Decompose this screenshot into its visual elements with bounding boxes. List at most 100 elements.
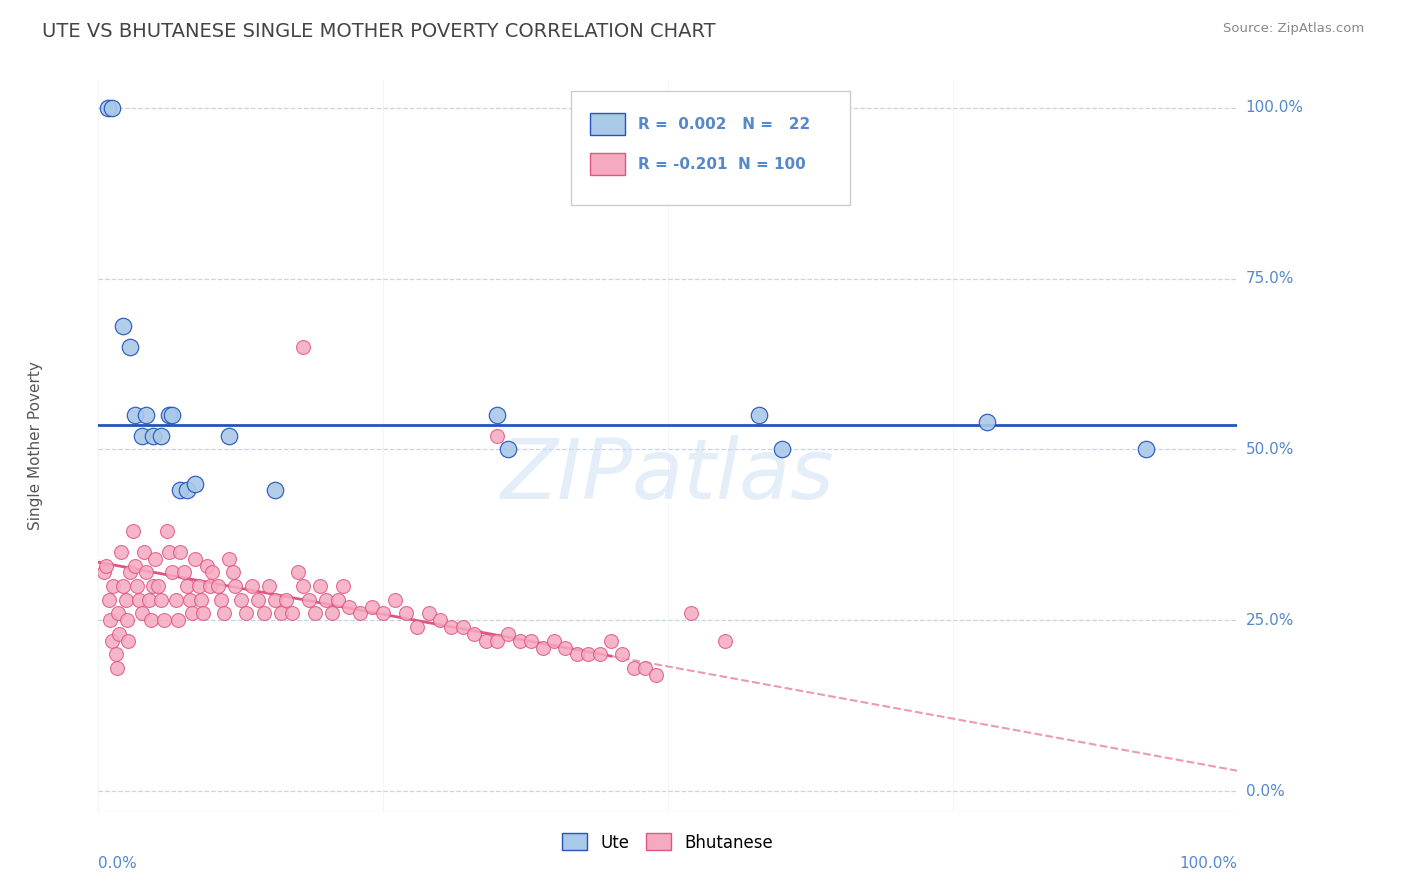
Point: [565, 648, 588, 662]
Point: [292, 340, 315, 354]
Point: [229, 592, 252, 607]
Point: [121, 524, 143, 539]
Point: [748, 409, 770, 423]
Point: [679, 607, 702, 621]
Point: [150, 429, 173, 443]
Point: [315, 592, 337, 607]
Text: 25.0%: 25.0%: [1246, 613, 1294, 628]
Point: [132, 545, 155, 559]
Point: [451, 620, 474, 634]
Point: [101, 633, 124, 648]
Point: [96, 101, 118, 115]
Point: [498, 627, 520, 641]
Point: [180, 607, 202, 621]
FancyBboxPatch shape: [591, 113, 624, 136]
Point: [169, 545, 191, 559]
Point: [612, 648, 634, 662]
Point: [360, 599, 382, 614]
Point: [287, 566, 309, 580]
Point: [543, 633, 565, 648]
Point: [103, 579, 125, 593]
Point: [309, 579, 332, 593]
Point: [520, 633, 543, 648]
Point: [142, 429, 165, 443]
Point: [198, 579, 221, 593]
Point: [179, 592, 201, 607]
Text: 0.0%: 0.0%: [98, 855, 138, 871]
Point: [124, 409, 146, 423]
Point: [486, 633, 509, 648]
Point: [224, 579, 246, 593]
Text: ZIPatlas: ZIPatlas: [501, 434, 835, 516]
Point: [187, 579, 209, 593]
Point: [195, 558, 218, 573]
Point: [108, 627, 131, 641]
Text: 100.0%: 100.0%: [1246, 100, 1303, 115]
Point: [97, 592, 120, 607]
Point: [429, 613, 451, 627]
Point: [235, 607, 257, 621]
Point: [145, 551, 167, 566]
Text: Single Mother Poverty: Single Mother Poverty: [28, 361, 44, 531]
Point: [634, 661, 657, 675]
Point: [240, 579, 263, 593]
Point: [332, 579, 354, 593]
Point: [114, 592, 136, 607]
Point: [117, 633, 139, 648]
Point: [321, 607, 343, 621]
Text: R =  0.002   N =   22: R = 0.002 N = 22: [638, 117, 810, 132]
Point: [112, 319, 135, 334]
Point: [101, 101, 124, 115]
Point: [554, 640, 576, 655]
Point: [127, 579, 149, 593]
Point: [264, 592, 287, 607]
Point: [246, 592, 269, 607]
Point: [146, 579, 169, 593]
Point: [173, 566, 195, 580]
Point: [138, 592, 160, 607]
Point: [201, 566, 224, 580]
Point: [150, 592, 173, 607]
Point: [222, 566, 245, 580]
Point: [298, 592, 321, 607]
Point: [96, 558, 118, 573]
Point: [486, 409, 509, 423]
Point: [463, 627, 485, 641]
Point: [193, 607, 215, 621]
Point: [207, 579, 229, 593]
Point: [167, 613, 190, 627]
Point: [209, 592, 232, 607]
Point: [406, 620, 429, 634]
Point: [139, 613, 162, 627]
Point: [337, 599, 360, 614]
Point: [276, 592, 298, 607]
Text: Source: ZipAtlas.com: Source: ZipAtlas.com: [1223, 22, 1364, 36]
Point: [104, 648, 127, 662]
Point: [281, 607, 304, 621]
Point: [252, 607, 274, 621]
FancyBboxPatch shape: [591, 153, 624, 176]
Point: [176, 579, 198, 593]
Point: [107, 607, 129, 621]
Point: [131, 607, 153, 621]
Point: [218, 429, 240, 443]
Point: [326, 592, 349, 607]
Point: [212, 607, 235, 621]
Point: [135, 409, 157, 423]
Point: [384, 592, 406, 607]
Point: [264, 483, 287, 498]
Point: [304, 607, 326, 621]
Point: [142, 579, 165, 593]
Point: [184, 476, 207, 491]
Point: [486, 429, 509, 443]
Point: [349, 607, 371, 621]
Point: [157, 409, 180, 423]
Point: [157, 545, 180, 559]
Point: [770, 442, 793, 457]
Point: [169, 483, 191, 498]
Point: [98, 613, 121, 627]
Point: [531, 640, 554, 655]
Point: [184, 551, 207, 566]
Point: [714, 633, 737, 648]
Point: [124, 558, 146, 573]
